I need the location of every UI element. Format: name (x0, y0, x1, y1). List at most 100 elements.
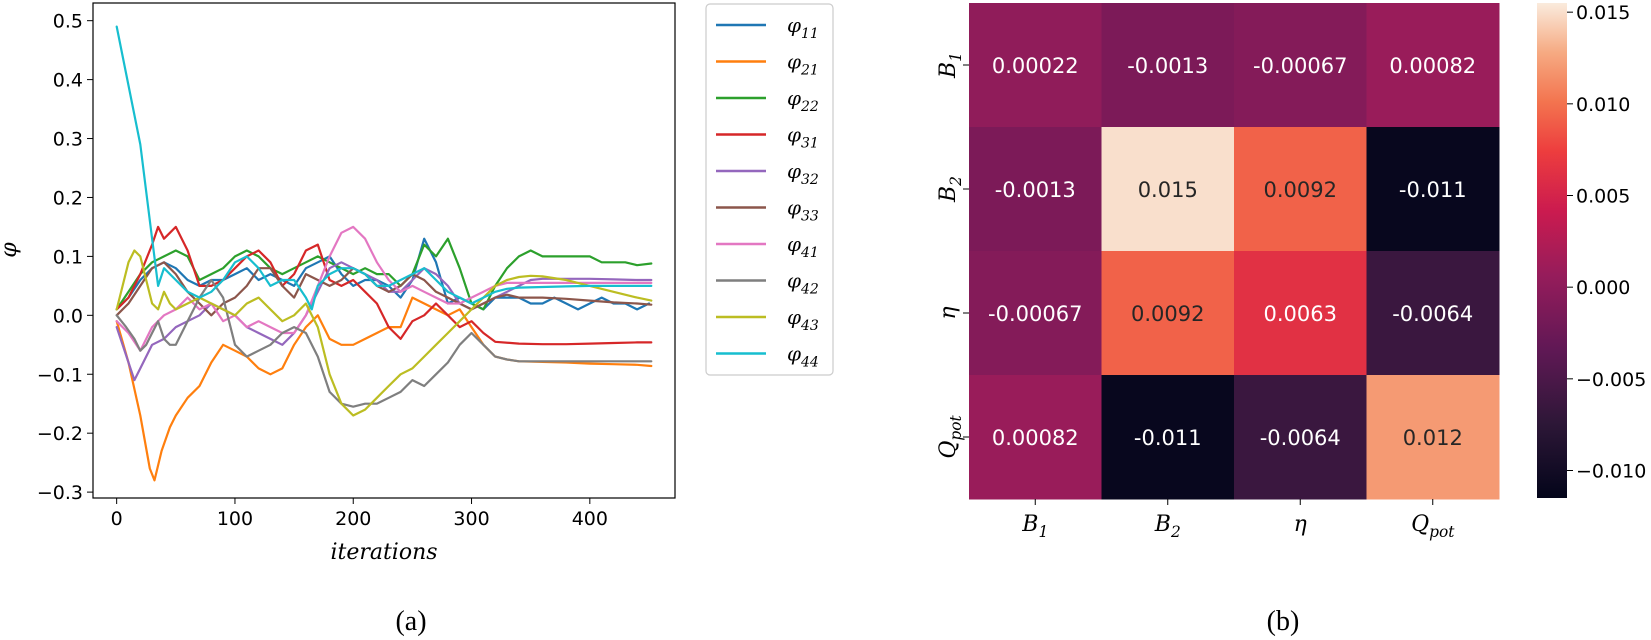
heatmap-cell-value: -0.0013 (1127, 54, 1208, 78)
colorbar-tick-label: 0.000 (1576, 277, 1630, 299)
row-label: η (936, 306, 961, 319)
row-label-sub: 1 (947, 52, 965, 62)
y-axis-ticks: −0.3 −0.2 −0.1 0.0 0.1 0.2 0.3 0.4 0.5 (37, 11, 93, 504)
colorbar-tick-label: −0.005 (1576, 369, 1646, 391)
col-label-base: B (1154, 512, 1171, 537)
row-label: B2 (936, 176, 965, 203)
y-tick-label: −0.3 (37, 482, 83, 504)
heatmap-cell-value: 0.00082 (992, 426, 1079, 450)
row-label: Qpot (936, 415, 965, 459)
line-series-group (115, 25, 653, 482)
y-tick-label: 0.5 (53, 11, 83, 33)
row-label-group: B1 (936, 52, 965, 79)
heatmap-panel: 0.00022 -0.0013 -0.00067 0.00082-0.0013 0.01… (936, 2, 1646, 637)
y-tick-label: −0.2 (37, 423, 83, 445)
x-tick-label: 100 (217, 508, 253, 530)
heatmap-cell-value: -0.00067 (1253, 54, 1347, 78)
heatmap-cell-value: -0.0013 (995, 178, 1076, 202)
y-tick-label: 0.0 (53, 305, 83, 327)
row-label-sub: pot (947, 415, 965, 441)
series-line-44 (115, 25, 653, 311)
legend-entry-42-base: φ (787, 269, 801, 293)
heatmap-cell (969, 127, 1102, 252)
x-tick-label: 0 (111, 508, 123, 530)
legend-entry-42: φ42 (787, 269, 819, 298)
heatmap-cell (969, 251, 1102, 376)
col-label-sub: pot (1429, 523, 1455, 541)
legend-entry-32-sub: 32 (801, 172, 819, 188)
heatmap-cell-value: -0.00067 (988, 302, 1082, 326)
legend-entry-44-base: φ (787, 342, 801, 366)
heatmap-cells: 0.00022 -0.0013 -0.00067 0.00082 -0.0013 0.01… (969, 3, 1500, 500)
y-tick-label: 0.2 (53, 187, 83, 209)
legend-entry-43-sub: 43 (800, 318, 819, 334)
series-line-43 (115, 249, 653, 417)
heatmap-cell (1366, 127, 1500, 252)
heatmap-cell (1234, 251, 1367, 376)
legend-entry-31-base: φ (787, 123, 801, 147)
x-tick-label: 200 (335, 508, 371, 530)
heatmap-cell-value: 0.00082 (1389, 54, 1476, 78)
heatmap-cell-value: -0.0064 (1260, 426, 1341, 450)
legend-entry-11: φ11 (787, 13, 819, 42)
row-label-group: η (936, 306, 961, 319)
legend-entry-43: φ43 (787, 305, 819, 334)
heatmap-cell (1366, 375, 1500, 500)
legend-entry-41: φ41 (787, 232, 819, 261)
row-label-group: B2 (936, 176, 965, 203)
legend-entry-11-base: φ (787, 13, 801, 37)
colorbar-tick-label: −0.010 (1576, 461, 1646, 483)
heatmap-cell-value: -0.0064 (1392, 302, 1473, 326)
colorbar-ticks: 0.015 0.010 0.005 0.000 −0.005 −0.010 (1567, 2, 1646, 483)
col-label: B1 (1021, 512, 1048, 541)
legend-entry-22-base: φ (787, 86, 801, 110)
y-tick-label: 0.3 (53, 129, 83, 151)
row-label-base: η (936, 306, 961, 319)
heatmap-cell-value: 0.0092 (1131, 302, 1204, 326)
heatmap-cell (1234, 3, 1367, 128)
col-label-sub: 1 (1038, 523, 1048, 541)
series-line-21 (115, 296, 653, 482)
heatmap-row-labels: B1 B2 η Qpot (936, 52, 969, 459)
col-label: η (1294, 512, 1307, 537)
row-label: B1 (936, 52, 965, 79)
colorbar-tick-label: 0.005 (1576, 186, 1630, 208)
legend-entry-11-sub: 11 (801, 26, 819, 42)
legend-entry-32: φ32 (787, 159, 819, 188)
x-axis-label: iterations (330, 540, 437, 565)
legend-entry-33: φ33 (787, 196, 819, 225)
heatmap-cell (1234, 127, 1367, 252)
heatmap-cell-value: 0.012 (1403, 426, 1463, 450)
legend-entry-32-base: φ (787, 159, 801, 183)
heatmap-cell-value: 0.0063 (1264, 302, 1337, 326)
heatmap-cell (1234, 375, 1367, 500)
y-axis-label: φ (0, 242, 22, 258)
legend-entry-42-sub: 42 (800, 282, 819, 298)
line-chart-panel: −0.3 −0.2 −0.1 0.0 0.1 0.2 0.3 0.4 0.5 0 100 200 30… (0, 2, 834, 637)
legend-entry-44: φ44 (787, 342, 819, 371)
row-label-group: Qpot (936, 415, 965, 459)
col-label-sub: 2 (1170, 523, 1181, 541)
plot-area-frame (92, 2, 676, 499)
legend-entry-33-base: φ (787, 196, 801, 220)
heatmap-cell (1101, 127, 1235, 252)
series-line-22 (115, 237, 653, 311)
heatmap-cell (1366, 3, 1500, 128)
caption-b: (b) (1267, 606, 1300, 637)
heatmap-col-labels: B1 B2 η Qpot (1021, 499, 1455, 541)
legend-entry-21: φ21 (787, 50, 819, 79)
heatmap-cell (1101, 3, 1235, 128)
heatmap-cell-value: -0.011 (1399, 178, 1467, 202)
series-line-11 (115, 237, 651, 311)
heatmap-cell-value: 0.0092 (1264, 178, 1337, 202)
legend-entry-44-sub: 44 (800, 355, 819, 371)
col-label: B2 (1154, 512, 1181, 541)
legend-entry-22: φ22 (787, 86, 819, 115)
legend-entry-31: φ31 (787, 123, 819, 152)
row-label-base: Q (936, 441, 961, 459)
heatmap-cell-value: -0.011 (1134, 426, 1202, 450)
legend-entry-43-base: φ (787, 305, 801, 329)
heatmap-cell (969, 375, 1102, 500)
